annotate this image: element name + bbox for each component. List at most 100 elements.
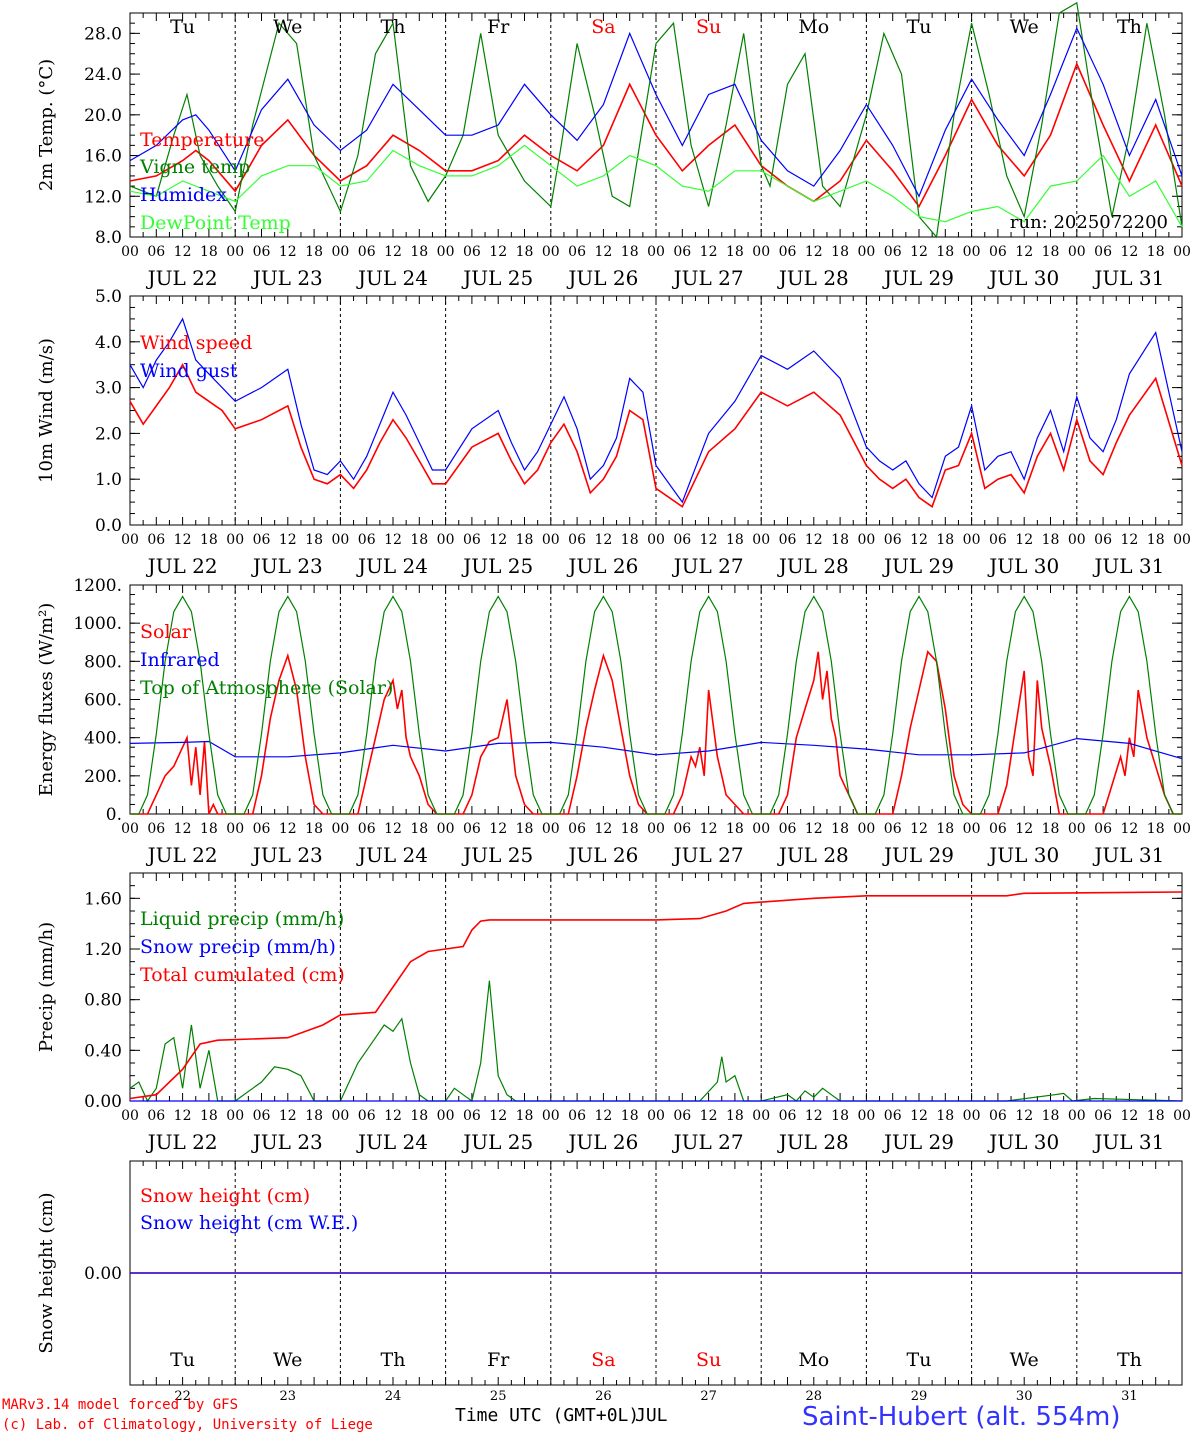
hour-tick-label: 06 [568,532,586,548]
legend-total-cumulated-cm-: Total cumulated (cm) [140,964,345,986]
hour-tick-label: 00 [226,1108,244,1124]
hour-tick-label: 18 [1147,532,1165,548]
legend-vigne-temp: Vigne temp [139,156,250,178]
hour-tick-label: 12 [279,1108,297,1124]
hour-tick-label: 18 [200,532,218,548]
day-number: 29 [911,1389,928,1404]
hour-tick-label: 06 [253,1108,271,1124]
panel-3 [129,584,1183,815]
hour-tick-label: 06 [989,821,1007,837]
date-label: JUL 24 [356,843,428,867]
hour-tick-label: 06 [253,821,271,837]
hour-tick-label: 18 [516,821,534,837]
hour-tick-label: 18 [516,1108,534,1124]
hour-tick-label: 06 [779,1108,797,1124]
hour-tick-label: 00 [226,244,244,260]
hour-tick-label: 06 [463,244,481,260]
hour-tick-label: 12 [910,821,928,837]
date-label: JUL 28 [777,554,849,578]
hour-tick-label: 18 [726,1108,744,1124]
day-name-top: Fr [487,16,510,38]
date-label: JUL 22 [146,554,218,578]
hour-tick-label: 00 [857,821,875,837]
date-label: JUL 24 [356,1130,428,1154]
hour-tick-label: 12 [384,244,402,260]
hour-tick-label: 12 [174,244,192,260]
x-axis-label: Time UTC (GMT+0L) [455,1405,640,1426]
hour-tick-label: 00 [542,1108,560,1124]
legend-humidex: Humidex [140,184,227,206]
day-number: 24 [385,1389,402,1404]
day-name-bottom: Tu [170,1349,195,1371]
date-label: JUL 28 [777,266,849,290]
hour-tick-label: 18 [200,1108,218,1124]
date-label: JUL 26 [566,554,638,578]
hour-tick-label: 12 [1015,1108,1033,1124]
date-label: JUL 23 [251,1130,323,1154]
series-line-humidex [129,26,1183,198]
hour-tick-label: 00 [752,532,770,548]
hour-tick-label: 12 [700,244,718,260]
hour-tick-label: 06 [673,821,691,837]
hour-tick-label: 00 [752,244,770,260]
day-name-bottom: Tu [907,1349,932,1371]
y-tick-label: 400. [84,729,122,749]
day-number: 23 [280,1389,297,1404]
day-number: 26 [595,1389,612,1404]
hour-tick-label: 18 [621,532,639,548]
hour-tick-label: 00 [1173,821,1191,837]
hour-tick-label: 18 [516,244,534,260]
hour-tick-label: 06 [358,821,376,837]
hour-tick-label: 06 [1094,1108,1112,1124]
hour-tick-label: 18 [1042,244,1060,260]
series-line-total-cumulated-cm- [129,891,1183,1100]
y-tick-label: 12.0 [84,187,122,207]
hour-tick-label: 18 [200,821,218,837]
hour-tick-label: 06 [779,532,797,548]
hour-tick-label: 18 [516,532,534,548]
date-label: JUL 29 [882,1130,954,1154]
date-label: JUL 23 [251,554,323,578]
hour-tick-label: 18 [831,244,849,260]
y-axis-label: Precip (mm/h) [36,922,57,1052]
y-axis-label: Energy fluxes (W/m²) [36,603,57,797]
hour-tick-label: 12 [910,244,928,260]
date-label: JUL 25 [461,1130,533,1154]
legend-snow-precip-mm-h-: Snow precip (mm/h) [140,936,336,958]
series-line-top-of-atmosphere-solar- [130,595,1182,815]
y-axis-label: 10m Wind (m/s) [36,338,57,483]
hour-tick-label: 00 [752,1108,770,1124]
hour-tick-label: 00 [1173,244,1191,260]
y-tick-label: 0.80 [84,991,122,1011]
hour-tick-label: 12 [174,821,192,837]
date-label: JUL 29 [882,266,954,290]
day-name-bottom: Fr [487,1349,510,1371]
date-label: JUL 31 [1092,554,1164,578]
day-number: 25 [490,1389,507,1404]
hour-tick-label: 06 [147,532,165,548]
y-tick-label: 200. [84,767,122,787]
hour-tick-label: 06 [147,821,165,837]
hour-tick-label: 00 [647,821,665,837]
hour-tick-label: 12 [384,821,402,837]
hour-tick-label: 06 [463,532,481,548]
date-label: JUL 27 [672,554,744,578]
legend-snow-height-cm-: Snow height (cm) [140,1185,310,1207]
hour-tick-label: 06 [673,244,691,260]
hour-tick-label: 12 [805,1108,823,1124]
hour-tick-label: 00 [121,821,139,837]
hour-tick-label: 00 [226,532,244,548]
panel-2 [129,295,1183,526]
y-axis-label: Snow height (cm) [36,1192,57,1353]
hour-tick-label: 06 [673,1108,691,1124]
hour-tick-label: 00 [121,1108,139,1124]
hour-tick-label: 00 [331,532,349,548]
y-tick-label: 8.0 [95,228,122,248]
hour-tick-label: 06 [463,1108,481,1124]
hour-tick-label: 18 [621,244,639,260]
panel-4 [129,872,1183,1103]
hour-tick-label: 12 [805,244,823,260]
hour-tick-label: 00 [121,532,139,548]
hour-tick-label: 00 [647,1108,665,1124]
